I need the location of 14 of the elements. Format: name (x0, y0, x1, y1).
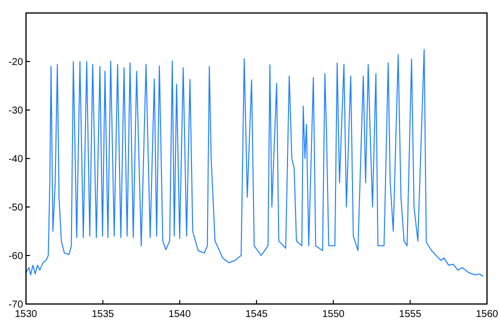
y-tick-label: -40 (8, 154, 24, 165)
y-tick-label: -60 (8, 251, 24, 262)
y-tick-label: -70 (8, 300, 24, 310)
x-tick-label: 1530 (14, 309, 38, 320)
x-tick-label: 1560 (476, 309, 499, 320)
x-tick-label: 1540 (168, 309, 192, 320)
y-tick-label: -20 (8, 57, 24, 68)
x-tick-label: 1545 (245, 309, 268, 320)
y-tick-label: -50 (8, 202, 24, 214)
y-tick-label: -30 (8, 106, 24, 116)
x-tick-label: 1555 (399, 309, 422, 320)
x-tick-label: 1535 (92, 309, 114, 320)
line-series (26, 48, 484, 277)
x-tick-label: 1550 (322, 309, 345, 320)
